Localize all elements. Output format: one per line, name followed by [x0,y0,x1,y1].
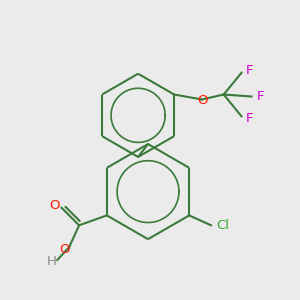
Text: O: O [49,199,60,212]
Text: Cl: Cl [216,219,230,232]
Text: F: F [256,90,264,103]
Text: O: O [198,94,208,107]
Text: F: F [246,64,253,77]
Text: O: O [59,243,70,256]
Text: F: F [246,112,253,125]
Text: H: H [46,256,56,268]
